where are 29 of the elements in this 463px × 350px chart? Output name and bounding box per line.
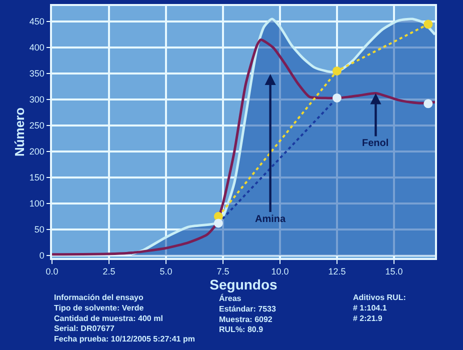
text: Aditivos RUL: # 1:104.1 # 2:21.9 <box>353 293 406 323</box>
x-tick-label: 15.0 <box>385 266 403 277</box>
y-tick-label: 250 <box>29 120 44 131</box>
y-tick-label: 400 <box>29 42 44 53</box>
point <box>424 99 433 108</box>
x-tick-label: 0.0 <box>46 266 58 277</box>
y-axis-title: Número <box>12 107 27 157</box>
x-axis-title: Segundos <box>210 276 278 293</box>
x-tick-label: 7.5 <box>216 266 230 277</box>
y-tick-label: 350 <box>29 68 44 79</box>
point <box>332 93 342 102</box>
x-tick-label: 2.5 <box>102 266 116 277</box>
point <box>424 20 433 29</box>
y-tick-label: 0 <box>39 250 44 261</box>
point <box>214 218 223 228</box>
text: Información del ensayo Tipo de solvente: Verde Cantidad de muestra: 400 ml Serial: DR07677 Fecha prueba: 10/12/2005 5:27:41 pm <box>54 293 195 344</box>
annotation: Amina <box>255 214 286 225</box>
y-tick-label: 450 <box>29 16 44 27</box>
annotation: Fenol <box>362 138 389 149</box>
y-tick-label: 200 <box>29 146 44 157</box>
y-tick-label: 100 <box>29 198 44 209</box>
y-tick-label: 300 <box>29 94 44 105</box>
y-tick-label: 150 <box>29 172 44 183</box>
y-tick-label: 50 <box>34 224 44 235</box>
text: Áreas Estándar: 7533 Muestra: 6092 RUL%: 80.9 <box>219 293 276 334</box>
point <box>332 66 342 76</box>
x-tick-label: 5.0 <box>160 266 172 277</box>
x-tick-label: 10.0 <box>271 266 289 277</box>
x-tick-label: 12.5 <box>328 266 346 277</box>
